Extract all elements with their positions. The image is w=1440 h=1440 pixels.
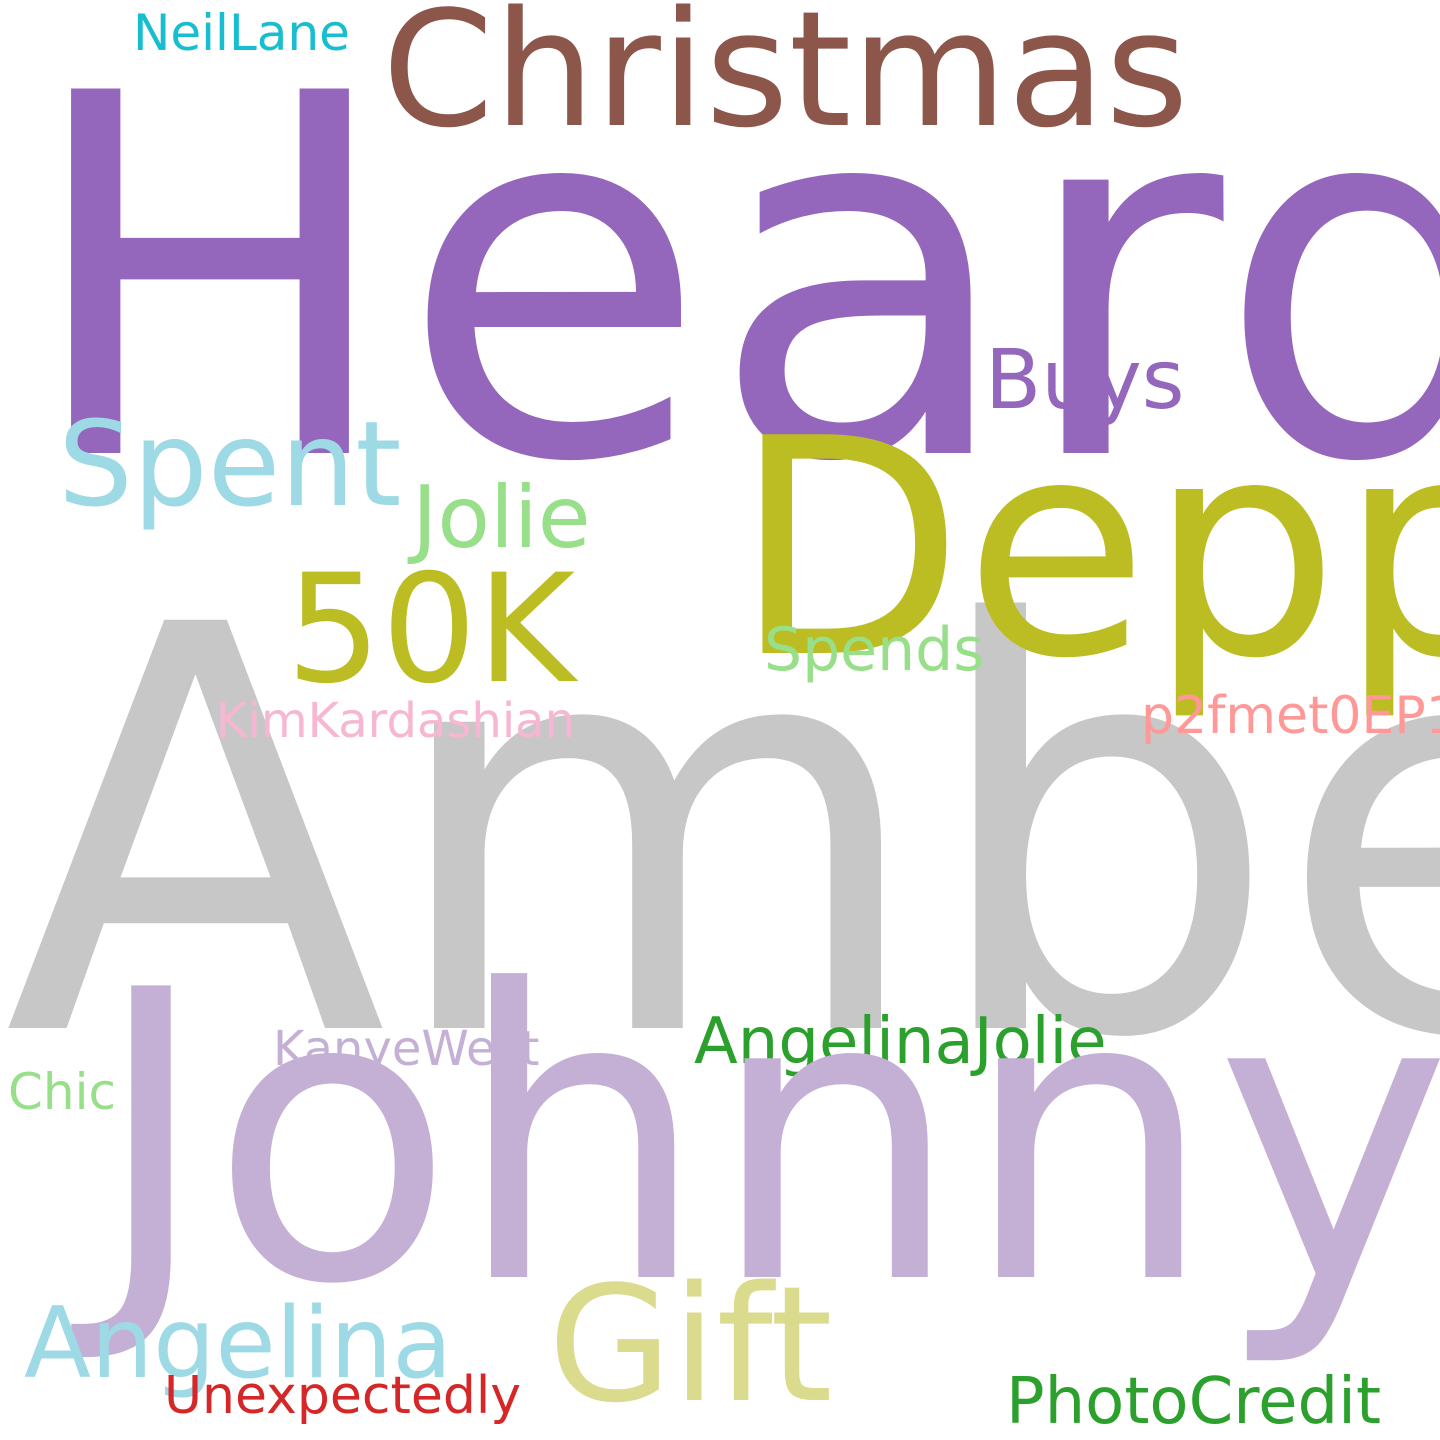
word-angelina: Angelina [24,1287,453,1401]
word-unexpectedly: Unexpectedly [164,1366,522,1426]
word-buys: Buys [985,333,1185,428]
word-chic: Chic [8,1063,116,1121]
word-spent: Spent [58,395,402,533]
word-gift: Gift [548,1251,833,1438]
word-christmas: Christmas [382,0,1189,163]
word-jolie: Jolie [412,468,591,568]
word-spends: Spends [764,615,985,685]
word-neillane: NeilLane [133,4,350,62]
word-johnny: Johnny [92,907,1440,1372]
word-angelinajolie: AngelinaJolie [694,1005,1107,1079]
word-50k: 50K [286,543,576,717]
word-p2fmet0ep1: p2fmet0EP1 [1141,686,1440,746]
word-depp: Depp [733,375,1440,724]
word-amber: Amber [4,509,1440,1161]
word-kanyewest: KanyeWest [273,1021,540,1077]
word-kimkardashian: KimKardashian [216,693,575,749]
word-heard: Heard [22,0,1440,571]
word-photocredit: PhotoCredit [1006,1365,1382,1439]
